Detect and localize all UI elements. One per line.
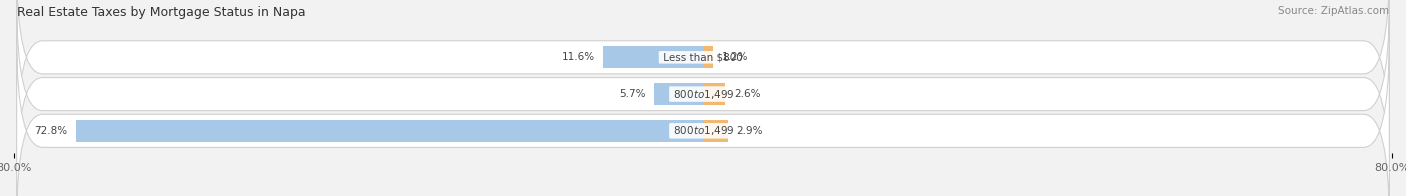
Text: Source: ZipAtlas.com: Source: ZipAtlas.com [1278,6,1389,16]
FancyBboxPatch shape [17,0,1389,188]
Text: $800 to $1,499: $800 to $1,499 [671,124,735,137]
Bar [703,46,713,68]
Bar [654,83,703,105]
Text: 11.6%: 11.6% [561,52,595,62]
Bar [603,46,703,68]
Bar [76,120,703,142]
Text: 72.8%: 72.8% [34,126,67,136]
Text: 5.7%: 5.7% [619,89,645,99]
Bar [703,120,728,142]
Bar [703,83,725,105]
FancyBboxPatch shape [17,37,1389,196]
Text: Real Estate Taxes by Mortgage Status in Napa: Real Estate Taxes by Mortgage Status in … [17,6,305,19]
FancyBboxPatch shape [17,0,1389,151]
Text: 1.2%: 1.2% [721,52,748,62]
Text: 2.9%: 2.9% [737,126,763,136]
Text: $800 to $1,499: $800 to $1,499 [671,88,735,101]
Text: 2.6%: 2.6% [734,89,761,99]
Text: Less than $800: Less than $800 [659,52,747,62]
